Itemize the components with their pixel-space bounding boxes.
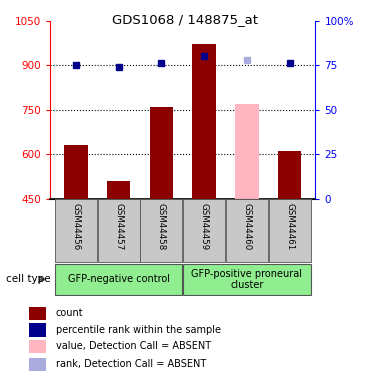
Text: cell type: cell type: [6, 274, 50, 284]
Text: GSM44459: GSM44459: [200, 203, 209, 250]
Text: GSM44456: GSM44456: [71, 203, 80, 250]
Text: count: count: [56, 309, 83, 318]
Bar: [29, 307, 46, 320]
Bar: [192, 44, 216, 199]
Text: GSM44457: GSM44457: [114, 203, 123, 250]
Bar: [55, 200, 97, 262]
Bar: [235, 104, 259, 199]
Bar: [29, 323, 46, 337]
Bar: [226, 200, 268, 262]
Text: GSM44458: GSM44458: [157, 203, 166, 250]
Bar: [98, 200, 139, 262]
Bar: [269, 200, 311, 262]
Bar: [278, 151, 302, 199]
Bar: [150, 107, 173, 199]
Bar: [140, 200, 182, 262]
Text: GFP-positive proneural
cluster: GFP-positive proneural cluster: [191, 268, 302, 290]
Text: GSM44460: GSM44460: [242, 203, 252, 250]
Text: rank, Detection Call = ABSENT: rank, Detection Call = ABSENT: [56, 360, 206, 369]
Bar: [55, 264, 182, 295]
Text: GSM44461: GSM44461: [285, 203, 294, 250]
Bar: [183, 200, 225, 262]
Bar: [183, 264, 311, 295]
Bar: [64, 146, 88, 199]
Text: GDS1068 / 148875_at: GDS1068 / 148875_at: [112, 13, 259, 26]
Text: value, Detection Call = ABSENT: value, Detection Call = ABSENT: [56, 342, 211, 351]
Bar: [29, 340, 46, 353]
Bar: [107, 181, 130, 199]
Bar: [29, 358, 46, 371]
Text: GFP-negative control: GFP-negative control: [68, 274, 170, 284]
Text: percentile rank within the sample: percentile rank within the sample: [56, 325, 221, 335]
